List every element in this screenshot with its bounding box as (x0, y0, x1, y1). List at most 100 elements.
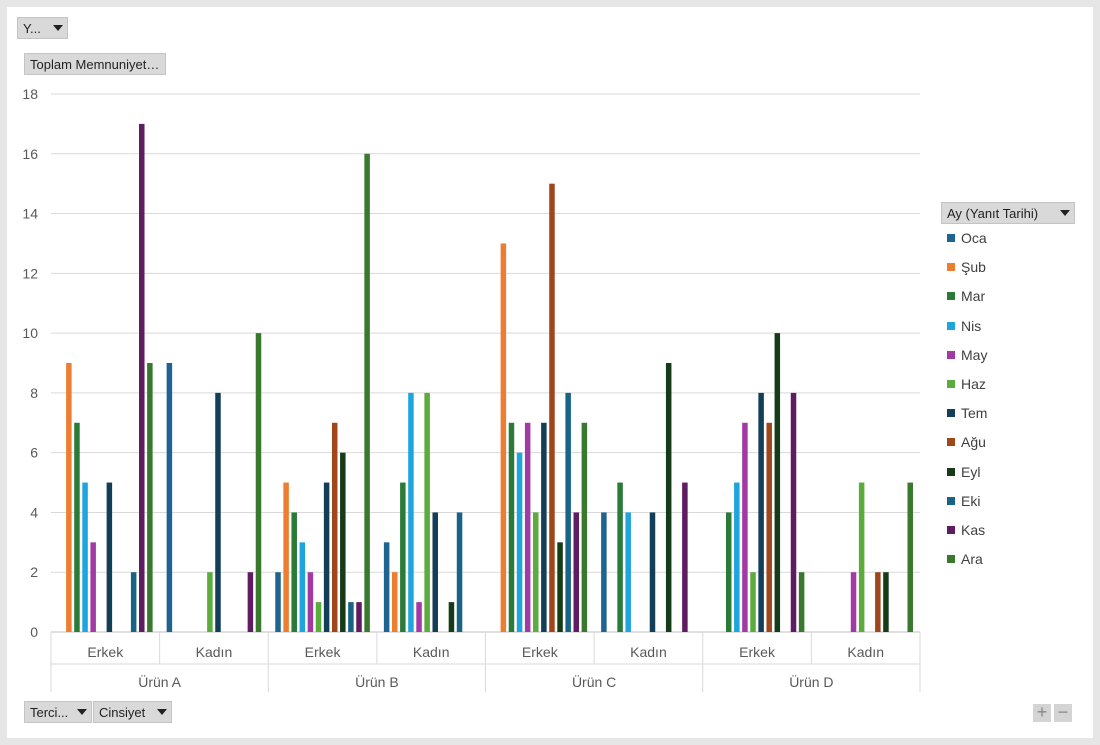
dropdown-arrow-icon (157, 709, 167, 715)
legend-item: Ara (947, 549, 983, 569)
x-tick-label: Kadın (413, 644, 450, 660)
bar-kas (247, 572, 254, 632)
legend-label: Ağu (961, 434, 986, 451)
bar-tem (106, 482, 113, 632)
bar-mar (508, 422, 515, 632)
x-tick-label: Kadın (847, 644, 884, 660)
bar-eyl (883, 572, 889, 632)
legend-label: Eki (961, 492, 981, 509)
axis-field-button-cinsiyet[interactable]: Cinsiyet (93, 701, 172, 723)
y-tick-label: 14 (22, 206, 38, 222)
collapse-minus-button[interactable]: − (1054, 703, 1072, 722)
bar-eki (130, 572, 137, 632)
bar-ağu (549, 183, 555, 632)
bar-may (850, 572, 857, 632)
legend-label: Tem (961, 405, 988, 422)
bar-haz (750, 572, 756, 632)
bar-may (307, 572, 314, 632)
x-group-label: Ürün B (355, 673, 399, 690)
legend-item: Eyl (947, 462, 980, 482)
bar-tem (649, 512, 656, 632)
bar-kas (356, 602, 362, 632)
legend-item: Haz (947, 374, 986, 394)
bar-nis (82, 482, 88, 632)
bar-may (742, 422, 748, 632)
legend-label: Haz (961, 376, 986, 392)
year-filter-button[interactable]: Y... (17, 17, 68, 39)
legend-item: Kas (947, 520, 985, 540)
legend-field-label: Ay (Yanıt Tarihi) (947, 205, 1039, 221)
dropdown-arrow-icon (1060, 210, 1070, 216)
x-tick-label: Kadın (630, 644, 667, 660)
x-tick-label: Erkek (522, 644, 559, 660)
bar-nis (516, 452, 523, 632)
bar-mar (74, 422, 80, 632)
y-tick-label: 18 (22, 86, 38, 102)
legend-item: Mar (947, 286, 985, 306)
value-field-button[interactable]: Toplam Memnuniyet ... (24, 53, 166, 75)
bar-oca (166, 363, 173, 632)
legend-swatch (947, 380, 955, 388)
legend-swatch (947, 409, 955, 418)
x-tick-label: Erkek (87, 644, 124, 660)
legend-swatch (947, 292, 955, 301)
axis-field-button-tercih[interactable]: Terci... (24, 701, 92, 723)
x-group-label: Ürün C (572, 673, 616, 690)
legend-field-button[interactable]: Ay (Yanıt Tarihi) (941, 202, 1075, 224)
y-tick-label: 16 (22, 146, 38, 162)
bar-eki (456, 512, 463, 632)
legend-swatch (947, 263, 955, 272)
bar-haz (533, 512, 539, 632)
legend-item: Eki (947, 491, 980, 511)
bar-oca (601, 512, 607, 632)
bar-haz (858, 482, 865, 632)
legend-item: Oca (947, 228, 987, 248)
x-tick-label: Kadın (196, 644, 233, 660)
y-tick-label: 0 (30, 624, 38, 640)
bar-eki (565, 392, 571, 632)
bar-tem (323, 482, 330, 632)
legend-swatch (947, 526, 955, 534)
bar-oca (383, 542, 390, 632)
y-tick-label: 2 (30, 564, 38, 580)
axis-field-label: Cinsiyet (99, 704, 146, 720)
legend-item: Tem (947, 403, 987, 423)
bar-eyl (557, 542, 563, 632)
bar-şub (283, 482, 289, 632)
axis-field-label: Terci... (30, 704, 69, 720)
bar-nis (408, 392, 414, 632)
bar-ara (364, 153, 370, 632)
bar-tem (541, 422, 547, 632)
x-tick-label: Erkek (305, 644, 342, 660)
bar-kas (790, 392, 797, 632)
bar-ara (581, 422, 588, 632)
bar-may (90, 542, 96, 632)
bar-nis (299, 542, 306, 632)
legend-label: Oca (961, 230, 987, 246)
legend-label: Eyl (961, 463, 981, 480)
bar-eyl (340, 452, 346, 632)
legend-label: Kas (961, 522, 986, 538)
bar-eyl (665, 363, 672, 632)
bar-kas (139, 123, 145, 632)
legend-item: Nis (947, 316, 981, 336)
y-tick-label: 6 (30, 445, 38, 461)
bar-ağu (766, 422, 772, 632)
x-tick-label: Erkek (739, 644, 776, 660)
bar-şub (66, 363, 72, 632)
dropdown-arrow-icon (77, 709, 87, 715)
y-tick-label: 4 (30, 504, 38, 520)
expand-plus-button[interactable]: + (1033, 703, 1051, 722)
legend-swatch (947, 321, 955, 330)
legend-swatch (947, 438, 955, 447)
legend-swatch (947, 350, 955, 359)
bar-kas (682, 482, 688, 632)
legend-item: Ağu (947, 432, 986, 452)
bar-haz (315, 602, 322, 632)
bar-ağu (331, 422, 338, 632)
y-tick-label: 12 (22, 265, 38, 281)
bar-haz (424, 392, 430, 632)
bar-may (416, 602, 422, 632)
bar-ağu (875, 572, 881, 632)
